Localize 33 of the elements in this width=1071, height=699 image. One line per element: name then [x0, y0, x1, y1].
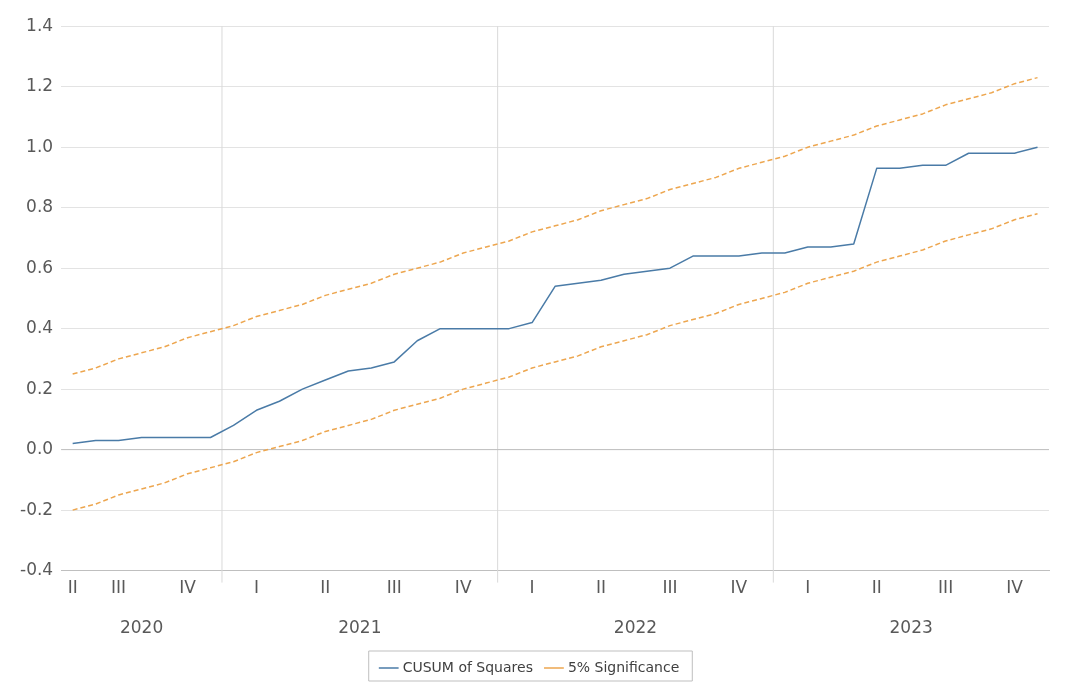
text: 2023 [889, 617, 933, 638]
y-tick-label: 0.4 [26, 317, 54, 338]
text: 2022 [613, 617, 658, 638]
y-tick-label: 0.0 [26, 438, 54, 459]
text: 2021 [338, 617, 382, 638]
x-tick-label: III [386, 577, 402, 598]
x-tick-label: II [320, 577, 331, 598]
x-tick-label: II [596, 577, 607, 598]
x-tick-label: II [871, 577, 882, 598]
x-tick-label: III [111, 577, 127, 598]
x-tick-label: I [253, 577, 259, 598]
y-tick-label: 1.2 [26, 75, 54, 96]
x-tick-label: I [529, 577, 535, 598]
y-tick-label: 0.6 [26, 256, 54, 277]
y-tick-label: 1.0 [26, 135, 54, 156]
line-series [71, 212, 1039, 511]
y-tick-label: -0.2 [20, 498, 54, 519]
legend-label: CUSUM of Squares [402, 658, 533, 675]
x-tick-label: I [805, 577, 811, 598]
x-tick-label: III [938, 577, 954, 598]
text: 2020 [119, 617, 164, 638]
x-tick-label: IV [454, 577, 472, 598]
y-tick-label: 1.4 [26, 14, 54, 35]
legend-label: 5% Significance [567, 658, 680, 675]
x-tick-label: IV [730, 577, 748, 598]
y-tick-label: -0.4 [20, 559, 54, 580]
x-tick-label: IV [1006, 577, 1024, 598]
y-tick-label: 0.8 [26, 196, 54, 217]
x-tick-label: IV [179, 577, 197, 598]
x-tick-label: II [67, 577, 78, 598]
y-tick-label: 0.2 [26, 377, 54, 398]
line-series [71, 76, 1039, 375]
x-tick-label: III [662, 577, 678, 598]
